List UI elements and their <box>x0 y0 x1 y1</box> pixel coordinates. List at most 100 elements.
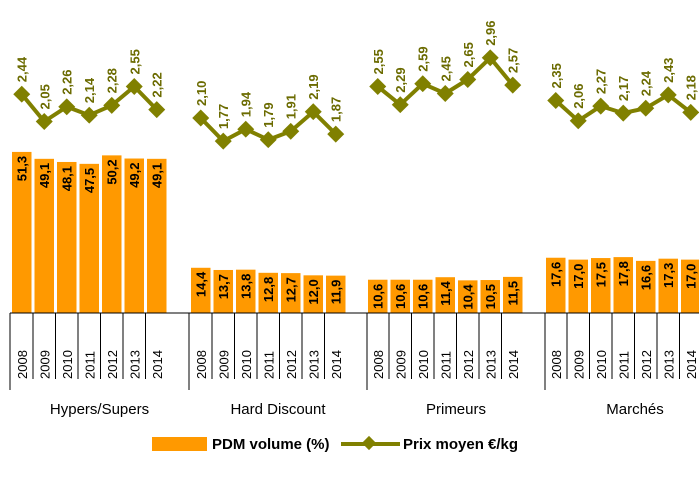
bar <box>34 158 54 313</box>
price-marker <box>237 120 255 138</box>
price-value-label: 1,77 <box>216 104 231 129</box>
bar-value-label: 10,5 <box>483 284 498 309</box>
year-tick-label: 2011 <box>438 351 453 379</box>
price-value-label: 2,55 <box>371 49 386 74</box>
bar <box>503 276 523 313</box>
bar-value-label: 11,9 <box>329 280 344 305</box>
price-value-label: 1,87 <box>329 97 344 122</box>
bar <box>147 158 167 313</box>
bar-value-label: 10,4 <box>461 284 476 310</box>
bar-value-label: 17,0 <box>571 264 586 289</box>
price-marker <box>58 98 76 116</box>
price-value-label: 2,65 <box>461 42 476 67</box>
bar-value-label: 49,1 <box>150 163 165 188</box>
bar <box>368 279 388 313</box>
year-tick-label: 2008 <box>549 350 564 379</box>
price-marker <box>35 113 53 130</box>
bar-value-label: 49,2 <box>127 163 142 188</box>
price-marker <box>80 106 98 124</box>
price-value-label: 2,17 <box>616 76 631 101</box>
bar <box>413 279 433 313</box>
price-value-label: 2,27 <box>594 69 609 94</box>
bar <box>658 258 678 313</box>
price-marker <box>192 109 210 127</box>
bar <box>390 279 410 313</box>
bar <box>12 151 32 313</box>
group-label: Primeurs <box>426 401 486 418</box>
bar-value-label: 11,4 <box>438 280 453 305</box>
price-marker <box>637 99 655 117</box>
bar-value-label: 13,8 <box>239 274 254 299</box>
bar-value-label: 12,8 <box>261 277 276 302</box>
bar <box>681 259 699 313</box>
price-marker <box>148 101 166 119</box>
bar-value-label: 10,6 <box>371 284 386 309</box>
bar-value-label: 16,6 <box>639 265 654 290</box>
bar-value-label: 13,7 <box>216 274 231 299</box>
price-marker <box>504 76 522 94</box>
year-tick-label: 2008 <box>15 350 30 379</box>
price-value-label: 2,06 <box>571 83 586 108</box>
bar-value-label: 14,4 <box>194 271 209 297</box>
price-marker <box>659 86 677 104</box>
year-tick-label: 2010 <box>594 350 609 379</box>
legend-swatch-bars <box>152 437 207 451</box>
price-value-label: 1,91 <box>284 94 299 119</box>
bar <box>281 273 301 313</box>
price-value-label: 2,14 <box>82 77 97 103</box>
bar <box>613 257 633 313</box>
price-marker <box>391 96 409 114</box>
price-value-label: 2,35 <box>549 63 564 88</box>
bar-value-label: 47,5 <box>82 168 97 193</box>
year-tick-label: 2011 <box>616 351 631 379</box>
bar <box>636 260 656 313</box>
price-marker <box>436 85 454 102</box>
price-marker <box>214 132 232 150</box>
bar <box>57 161 77 313</box>
group-label: Hypers/Supers <box>50 401 149 418</box>
bar-value-label: 10,6 <box>416 284 431 309</box>
price-marker <box>103 96 121 114</box>
year-tick-label: 2012 <box>461 350 476 379</box>
legend: PDM volume (%) Prix moyen €/kg <box>152 435 518 453</box>
price-marker <box>459 71 477 88</box>
bar <box>546 257 566 313</box>
price-value-label: 2,22 <box>150 72 165 97</box>
bar <box>480 280 500 313</box>
year-tick-label: 2010 <box>239 350 254 379</box>
bar-value-label: 17,8 <box>616 261 631 286</box>
line-layer: 2,44 2,05 2,26 2,14 2,28 2,55 2,22 2,10 1,77 1,94… <box>13 20 699 150</box>
bar <box>435 277 455 313</box>
bar <box>568 259 588 313</box>
year-tick-label: 2011 <box>261 351 276 379</box>
bar-value-label: 17,3 <box>661 263 676 288</box>
price-marker <box>13 85 31 103</box>
price-value-label: 2,28 <box>105 68 120 93</box>
price-value-label: 2,45 <box>438 56 453 81</box>
price-marker <box>547 92 565 109</box>
bar <box>79 163 99 313</box>
price-value-label: 2,29 <box>393 67 408 92</box>
price-marker <box>614 104 632 122</box>
bar-value-label: 17,0 <box>684 264 699 289</box>
year-tick-label: 2010 <box>416 350 431 379</box>
price-value-label: 2,10 <box>194 81 209 106</box>
bar <box>102 155 122 313</box>
price-marker <box>327 125 345 143</box>
group-label: Marchés <box>606 401 664 418</box>
price-marker <box>414 75 432 93</box>
bar <box>213 269 233 313</box>
price-marker <box>569 112 587 130</box>
bar-value-label: 48,1 <box>60 166 75 191</box>
bar <box>326 275 346 313</box>
bar-value-label: 51,3 <box>15 156 30 181</box>
year-tick-label: 2014 <box>684 350 699 379</box>
year-tick-label: 2011 <box>82 351 97 379</box>
year-tick-label: 2008 <box>194 350 209 379</box>
price-marker <box>259 131 277 149</box>
price-marker <box>682 103 699 121</box>
legend-label-bars: PDM volume (%) <box>212 436 330 453</box>
year-tick-label: 2014 <box>150 350 165 379</box>
bar-value-label: 12,0 <box>306 279 321 304</box>
year-tick-label: 2009 <box>571 350 586 379</box>
